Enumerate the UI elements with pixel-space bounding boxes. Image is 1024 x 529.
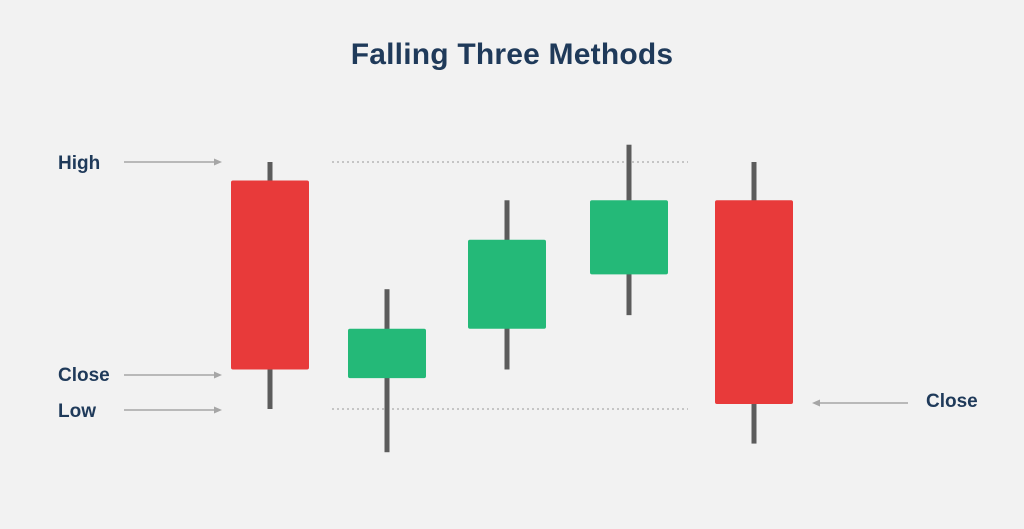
bearish-candle-1: [231, 162, 309, 409]
annotations: High Close Low Close: [58, 153, 978, 422]
candle-body: [348, 328, 426, 379]
diagram-title: Falling Three Methods: [351, 38, 674, 71]
close-label-right: Close: [926, 391, 978, 412]
close-label-left: Close: [58, 365, 110, 386]
low-label: Low: [58, 401, 96, 422]
candle-body: [715, 200, 793, 405]
candlesticks: [231, 144, 793, 453]
candle-body: [590, 200, 668, 275]
close-right-arrow-head-icon: [812, 399, 820, 407]
high-arrow-head-icon: [214, 158, 222, 166]
high-label: High: [58, 153, 100, 174]
close-left-arrow-head-icon: [214, 371, 222, 379]
bearish-candle-5: [715, 162, 793, 444]
candle-body: [468, 239, 546, 329]
low-arrow-head-icon: [214, 406, 222, 414]
bullish-candle-2: [348, 289, 426, 453]
bullish-candle-4: [590, 144, 668, 316]
candle-body: [231, 180, 309, 370]
bullish-candle-3: [468, 200, 546, 370]
